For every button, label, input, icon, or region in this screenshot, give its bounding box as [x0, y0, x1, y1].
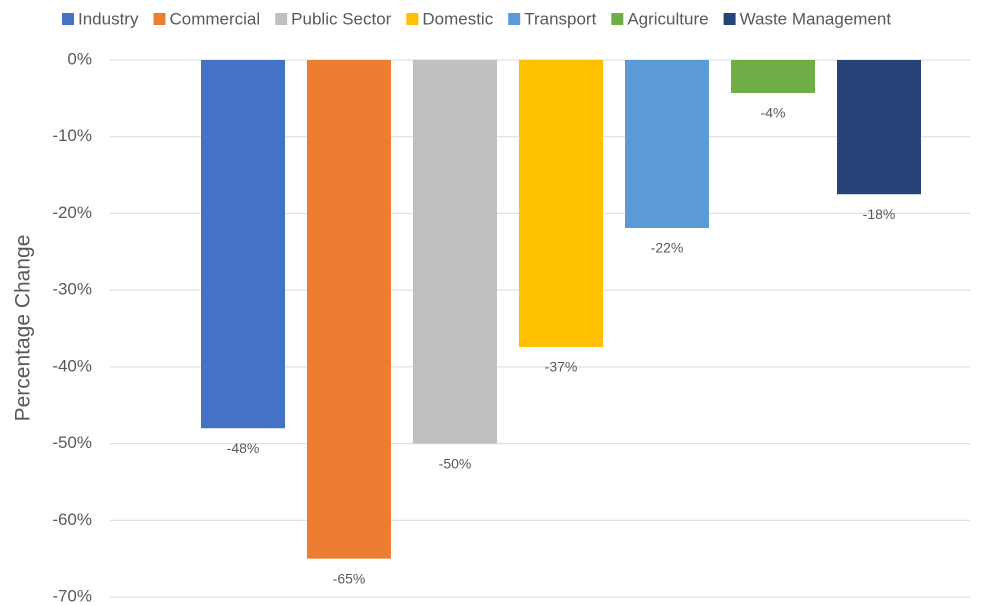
- y-tick-label: -60%: [52, 510, 92, 529]
- legend-swatch: [62, 13, 74, 25]
- y-axis-label: Percentage Change: [12, 235, 35, 422]
- y-tick-label: -10%: [52, 126, 92, 145]
- legend-label: Domestic: [422, 9, 493, 28]
- bar: [413, 60, 497, 444]
- legend-swatch: [406, 13, 419, 25]
- data-label: -18%: [863, 206, 896, 222]
- bar: [625, 60, 709, 229]
- data-label: -50%: [439, 455, 472, 471]
- bar: [731, 60, 815, 93]
- legend-swatch: [611, 13, 624, 25]
- bar: [519, 60, 603, 347]
- data-label: -65%: [333, 570, 366, 586]
- y-tick-label: -20%: [52, 203, 92, 222]
- y-tick-label: -70%: [52, 586, 92, 605]
- legend-swatch: [508, 13, 521, 25]
- legend-label: Public Sector: [291, 9, 391, 28]
- legend-label: Transport: [524, 9, 596, 28]
- legend-swatch: [723, 13, 736, 25]
- y-tick-label: -30%: [52, 280, 92, 299]
- legend-label: Agriculture: [627, 9, 708, 28]
- legend-label: Waste Management: [740, 9, 892, 28]
- bar: [307, 60, 391, 559]
- legend-swatch: [153, 13, 166, 25]
- data-label: -22%: [651, 240, 684, 256]
- data-label: -4%: [761, 105, 786, 121]
- data-label: -48%: [227, 440, 260, 456]
- y-tick-label: 0%: [67, 49, 92, 68]
- y-tick-label: -40%: [52, 356, 92, 375]
- legend-label: Commercial: [169, 9, 260, 28]
- bar: [837, 60, 921, 195]
- bar: [201, 60, 285, 429]
- y-tick-label: -50%: [52, 433, 92, 452]
- data-label: -37%: [545, 359, 578, 375]
- legend-swatch: [275, 13, 288, 25]
- legend-label: Industry: [78, 9, 139, 28]
